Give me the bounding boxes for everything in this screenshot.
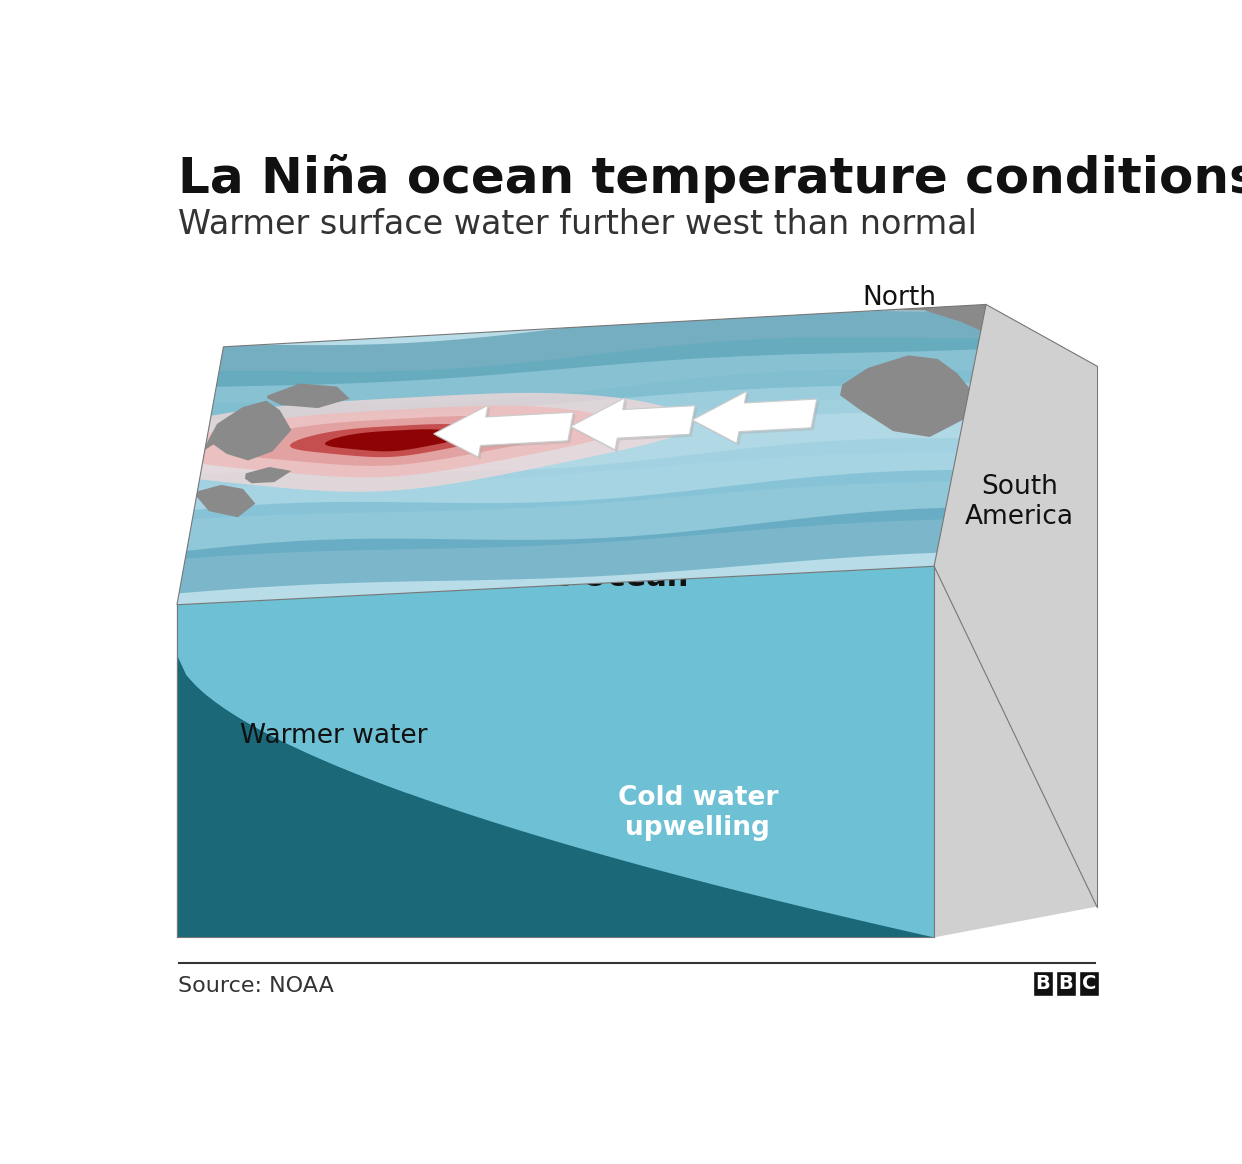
Text: Cold water
upwelling: Cold water upwelling: [617, 785, 777, 840]
Polygon shape: [205, 369, 972, 447]
Polygon shape: [694, 393, 818, 446]
Polygon shape: [840, 355, 970, 436]
Polygon shape: [291, 424, 499, 457]
Polygon shape: [433, 405, 574, 457]
Polygon shape: [176, 654, 934, 937]
Polygon shape: [197, 398, 968, 488]
Polygon shape: [570, 398, 696, 449]
Text: Pacific Ocean: Pacific Ocean: [460, 563, 688, 592]
FancyBboxPatch shape: [1079, 971, 1099, 996]
Polygon shape: [210, 338, 980, 419]
Polygon shape: [196, 485, 256, 517]
Polygon shape: [934, 305, 1097, 937]
Text: North
America: North America: [845, 285, 954, 341]
Polygon shape: [229, 416, 561, 466]
Polygon shape: [205, 400, 292, 461]
Polygon shape: [176, 566, 934, 937]
Polygon shape: [267, 383, 350, 409]
Polygon shape: [216, 311, 985, 386]
Text: C: C: [1082, 974, 1097, 993]
Text: Warmer surface water further west than normal: Warmer surface water further west than n…: [179, 208, 977, 241]
Text: B: B: [1058, 974, 1073, 993]
Polygon shape: [176, 305, 986, 605]
Polygon shape: [833, 305, 986, 331]
Polygon shape: [573, 400, 697, 452]
Text: South
America: South America: [965, 474, 1074, 530]
FancyBboxPatch shape: [1032, 971, 1053, 996]
Text: Warmer water: Warmer water: [241, 723, 428, 748]
Polygon shape: [692, 391, 817, 443]
Polygon shape: [185, 470, 953, 559]
Polygon shape: [200, 393, 692, 491]
Polygon shape: [436, 407, 575, 460]
FancyBboxPatch shape: [1056, 971, 1076, 996]
Polygon shape: [179, 508, 945, 594]
Polygon shape: [193, 438, 960, 519]
Polygon shape: [176, 767, 934, 937]
Polygon shape: [176, 566, 934, 937]
Polygon shape: [325, 430, 465, 452]
Text: B: B: [1036, 974, 1049, 993]
Text: La Niña ocean temperature conditions: La Niña ocean temperature conditions: [179, 155, 1242, 204]
Polygon shape: [245, 467, 292, 483]
Text: Source: NOAA: Source: NOAA: [179, 975, 334, 996]
Polygon shape: [202, 406, 622, 477]
Text: Australia: Australia: [190, 514, 307, 541]
Polygon shape: [176, 767, 934, 937]
